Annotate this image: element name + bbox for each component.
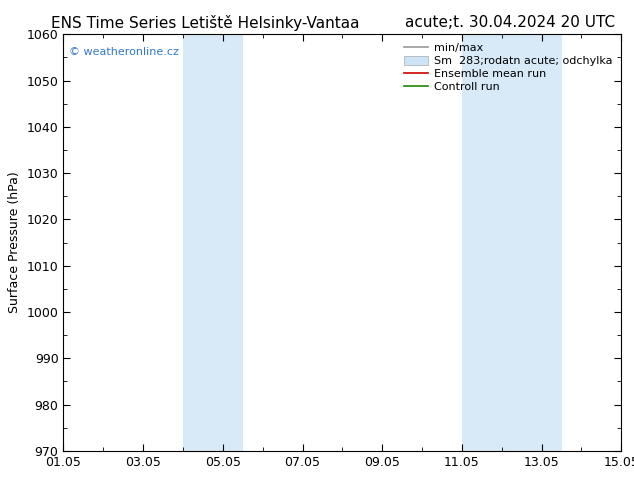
Bar	[462, 34, 501, 451]
Legend: min/max, Sm  283;rodatn acute; odchylka, Ensemble mean run, Controll run: min/max, Sm 283;rodatn acute; odchylka, …	[401, 40, 616, 95]
Text: ENS Time Series Letiště Helsinky-Vantaa: ENS Time Series Letiště Helsinky-Vantaa	[51, 15, 359, 31]
Text: © weatheronline.cz: © weatheronline.cz	[69, 47, 179, 57]
Bar	[183, 34, 243, 451]
Bar	[501, 34, 562, 451]
Y-axis label: Surface Pressure (hPa): Surface Pressure (hPa)	[8, 172, 21, 314]
Text: acute;t. 30.04.2024 20 UTC: acute;t. 30.04.2024 20 UTC	[405, 15, 615, 30]
